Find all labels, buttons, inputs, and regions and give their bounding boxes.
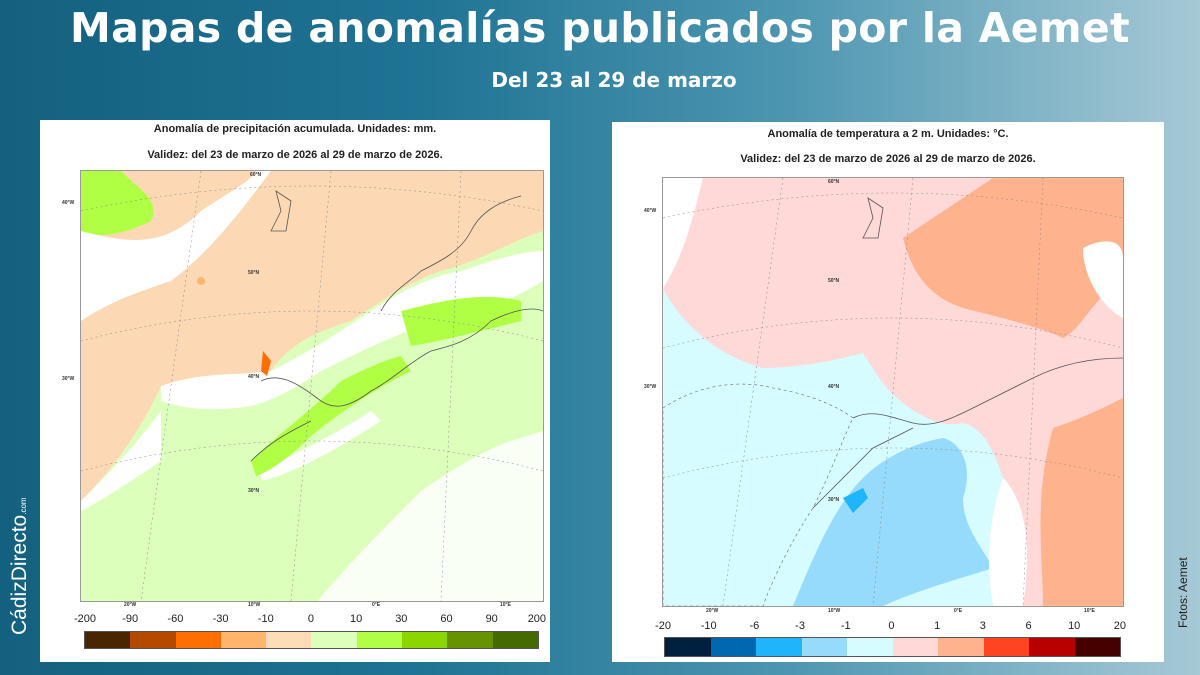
lon-label: 10°W [828,608,841,614]
colorbar-label: -200 [73,613,97,625]
colorbar-swatch [311,632,357,648]
temp-colorbar [664,637,1121,657]
colorbar-swatch [492,632,538,648]
colorbar-swatch [1074,638,1120,656]
precip-map-validity: Validez: del 23 de marzo de 2026 al 29 d… [147,149,443,161]
colorbar-swatch [756,638,802,656]
lon-label: 0°E [372,602,381,608]
colorbar-label: -6 [749,620,760,632]
colorbar-label: -10 [257,613,274,625]
colorbar-label: 60 [440,613,453,625]
lat-label: 60°N [250,172,262,178]
colorbar-label: 90 [485,613,498,625]
temperature-anomaly-panel: Anomalía de temperatura a 2 m. Unidades:… [612,122,1164,662]
lon-label: 0°E [954,608,963,614]
temp-map-title: Anomalía de temperatura a 2 m. Unidades:… [767,128,1009,140]
colorbar-label: 6 [1025,620,1032,632]
colorbar-label: -60 [167,613,184,625]
lon-label: 10°E [1084,608,1095,614]
colorbar-swatch [938,638,984,656]
lat-label: 30°N [248,488,260,494]
colorbar-swatch [1029,638,1075,656]
colorbar-label: 0 [888,620,895,632]
precip-colorbar [84,631,539,649]
colorbar-swatch [402,632,448,648]
colorbar-label: 0 [307,613,314,625]
colorbar-swatch [892,638,938,656]
colorbar-label: 200 [527,613,547,625]
colorbar-swatch [266,632,312,648]
logo-name: CádizDirecto [8,514,31,635]
lat-label: 50°N [248,270,260,276]
colorbar-label: 30 [395,613,408,625]
logo-suffix: .com [19,497,28,515]
lon-label: 30°W [644,384,657,390]
colorbar-label: -10 [700,620,717,632]
lon-label: 40°W [644,208,657,214]
colorbar-swatch [710,638,756,656]
lon-label: 40°W [62,200,75,206]
page-subtitle: Del 23 al 29 de marzo [491,68,737,92]
lon-label: 10°W [248,602,261,608]
colorbar-label: 10 [350,613,363,625]
photo-credit: Fotos: Aemet [1176,557,1190,628]
precipitation-map [80,170,544,602]
colorbar-swatch [665,638,711,656]
lat-label: 30°N [828,497,840,503]
colorbar-label: -3 [795,620,805,632]
cadizdirecto-logo: CádizDirecto.com [8,497,32,635]
colorbar-swatch [85,632,131,648]
colorbar-swatch [175,632,221,648]
temperature-map [662,177,1124,607]
colorbar-swatch [356,632,403,648]
precip-colorbar-labels: -200 -90 -60 -30 -10 0 10 30 60 90 200 [70,613,552,625]
colorbar-label: -20 [655,620,671,632]
lon-label: 20°W [124,602,137,608]
precip-map-title: Anomalía de precipitación acumulada. Uni… [153,123,437,135]
temp-colorbar-labels: -20 -10 -6 -3 -1 0 1 3 6 10 20 [648,620,1135,632]
lat-label: 40°N [248,374,260,380]
colorbar-swatch [983,638,1029,656]
colorbar-label: 3 [979,620,986,632]
colorbar-label: 1 [934,620,941,632]
colorbar-label: -1 [840,620,851,632]
lat-label: 50°N [828,278,840,284]
precipitation-anomaly-panel: Anomalía de precipitación acumulada. Uni… [40,120,550,662]
colorbar-label: 10 [1068,620,1081,632]
lat-label: 60°N [828,179,840,185]
lon-label: 10°E [500,602,511,608]
temp-map-validity: Validez: del 23 de marzo de 2026 al 29 d… [740,153,1036,165]
lon-label: 20°W [706,608,719,614]
colorbar-swatch [847,638,893,656]
lon-label: 30°W [62,376,75,382]
colorbar-label: -30 [212,613,229,625]
colorbar-swatch [801,638,847,656]
page-title: Mapas de anomalías publicados por la Aem… [70,4,1130,52]
lat-label: 40°N [828,384,840,390]
colorbar-swatch [130,632,176,648]
colorbar-swatch [447,632,493,648]
colorbar-label: -90 [122,613,139,625]
colorbar-label: 20 [1113,620,1126,632]
colorbar-swatch [220,632,267,648]
